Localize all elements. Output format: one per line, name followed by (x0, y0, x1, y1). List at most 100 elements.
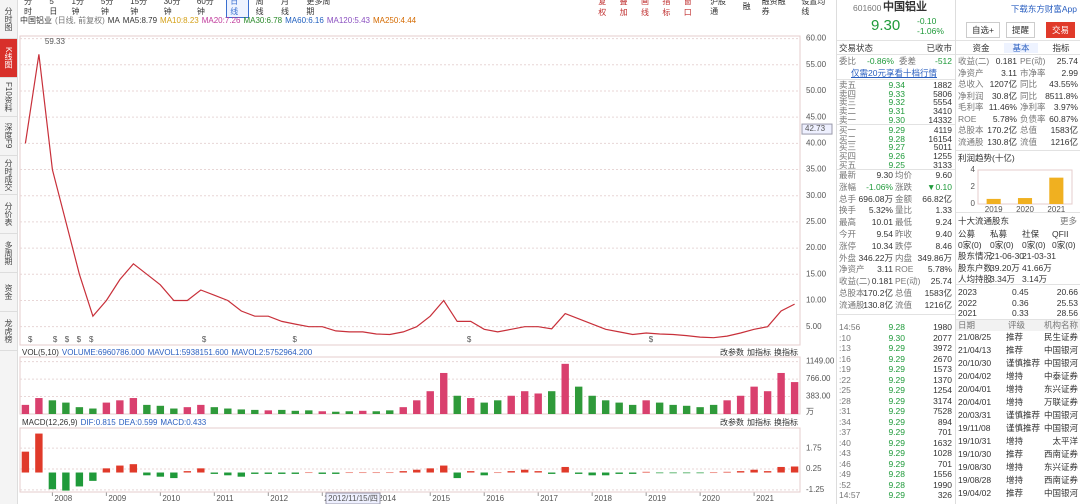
rating-cell: 中国银河 (1043, 358, 1078, 368)
panel-button[interactable]: 改参数 (720, 347, 744, 357)
order-book-cell: 9.27 (888, 142, 905, 153)
trade-cell: 14:56 (839, 322, 861, 332)
panel-button[interactable]: 换指标 (774, 417, 798, 427)
panel-indicator: MAVOL1:5938151.600 (147, 347, 229, 357)
fundamental-cell: 1216亿 (1050, 136, 1078, 147)
bar (628, 404, 637, 414)
bar (507, 395, 515, 414)
side-tab[interactable]: K线图 (0, 39, 17, 78)
period-button[interactable]: 30分钟 (163, 0, 181, 16)
bar (601, 400, 610, 414)
rating-cell: 万联证券 (1043, 397, 1078, 407)
action-button[interactable]: 交易 (1046, 22, 1076, 38)
action-button[interactable]: 自选+ (966, 22, 1000, 38)
period-button[interactable]: 15分钟 (130, 0, 148, 16)
last-price: 9.30 (871, 17, 901, 34)
app-link[interactable]: 下载东方财富App (1010, 4, 1077, 14)
bar (359, 472, 367, 474)
panel-button[interactable]: 加指标 (747, 347, 771, 357)
period-button[interactable]: 60分钟 (196, 0, 214, 16)
stat-cell: 349.86万 (917, 252, 953, 263)
side-tab[interactable]: 龙虎榜 (0, 312, 17, 351)
rating-cell: 增持 (1006, 436, 1024, 446)
info-tab[interactable]: 资金 (972, 43, 990, 53)
y-tick-label: 10.00 (806, 296, 827, 305)
y-tick-label: 1.75 (806, 443, 822, 452)
bar (386, 410, 394, 414)
bar (588, 395, 596, 414)
tool-button[interactable]: 指标 (662, 0, 671, 17)
side-tab[interactable]: 分时成交 (0, 156, 17, 195)
bar (75, 472, 84, 487)
tool-button[interactable]: 窗口 (683, 0, 692, 17)
period-button[interactable]: 5分钟 (100, 0, 114, 16)
order-book-cell: 9.25 (888, 159, 905, 170)
tool-button[interactable]: 复权 (598, 0, 607, 17)
period-button[interactable]: 5日 (49, 0, 58, 16)
period-button[interactable]: 分时 (24, 0, 32, 16)
bar (102, 468, 111, 473)
more-link[interactable]: 更多 (1059, 216, 1077, 226)
stat-cell: 涨停 (839, 240, 857, 251)
bar (763, 471, 772, 473)
info-tab[interactable]: 指标 (1052, 43, 1070, 53)
trade-cell: 9.29 (888, 406, 905, 416)
side-tab[interactable]: 资金 (0, 273, 17, 312)
info-tab[interactable]: 基本 (1004, 43, 1038, 53)
fundamental-cell: 净利润 (958, 90, 984, 101)
bar (116, 400, 124, 414)
tool-button[interactable]: 画线 (640, 0, 649, 17)
panel-button[interactable]: 改参数 (720, 417, 744, 427)
stock-code: 601600 (853, 3, 882, 13)
trade-cell: 1980 (933, 322, 952, 332)
y-tick-label: 50.00 (806, 86, 827, 95)
dividend-marker: $ (202, 335, 207, 344)
sidebar: 分时图 K线图 F10资料 深度F9 分时成交 分价表 多周期 资金 龙虎榜 (0, 0, 18, 504)
x-tick-label: 2019 (648, 494, 666, 503)
link-button[interactable]: 沪股通 (710, 0, 727, 16)
level2-link[interactable]: 仅需20元享看十档行情 (851, 68, 937, 78)
diff-label: 委差 (899, 56, 917, 66)
period-button[interactable]: 周线 (255, 0, 264, 16)
period-button[interactable]: 1分钟 (71, 0, 84, 16)
link-button[interactable]: 融 (742, 2, 751, 11)
period-button[interactable]: 更多周期 (306, 0, 331, 16)
side-tab[interactable]: F10资料 (0, 78, 17, 117)
fundamental-cell: 毛利率 (958, 102, 984, 112)
side-tab[interactable]: 深度F9 (0, 117, 17, 156)
panel-button[interactable]: 加指标 (747, 417, 771, 427)
link-button[interactable]: 设置均线 (801, 0, 826, 16)
holder-cell: 39.20万 (990, 262, 1020, 273)
holder-cell: 股东户数 (958, 262, 993, 273)
trade-cell: :25 (839, 385, 851, 395)
separator (837, 79, 955, 80)
period-button[interactable]: 日线 (226, 0, 249, 18)
side-tab[interactable]: 分价表 (0, 195, 17, 234)
link-button[interactable]: 融资融券 (761, 0, 786, 16)
bar (790, 466, 799, 473)
fundamental-cell: 11.46% (988, 102, 1017, 112)
tool-button[interactable]: 叠加 (619, 0, 628, 17)
fundamental-cell: 25.74 (1056, 56, 1078, 66)
stat-cell: 今开 (839, 229, 857, 239)
action-button[interactable]: 提醒 (1006, 22, 1036, 38)
bar (318, 472, 326, 474)
rating-cell: 太平洋 (1052, 436, 1078, 446)
stat-cell: ROE (895, 264, 914, 275)
fundamental-cell: 总股本 (958, 125, 984, 135)
fundamental-cell: 43.55% (1049, 79, 1078, 89)
order-book-cell: 卖三 (839, 97, 857, 108)
rating-cell: 21/04/13 (958, 345, 992, 355)
ma-value: MA10:8.23 (160, 15, 199, 25)
side-tab[interactable]: 多周期 (0, 234, 17, 273)
bar (21, 404, 30, 414)
bar (183, 407, 192, 414)
rating-cell: 19/10/30 (958, 449, 992, 459)
bar (143, 472, 151, 476)
order-book-cell: 1882 (933, 80, 952, 90)
period-button[interactable]: 月线 (280, 0, 289, 16)
bar (21, 451, 30, 473)
side-tab[interactable]: 分时图 (0, 0, 17, 39)
panel-button[interactable]: 换指标 (774, 347, 798, 357)
